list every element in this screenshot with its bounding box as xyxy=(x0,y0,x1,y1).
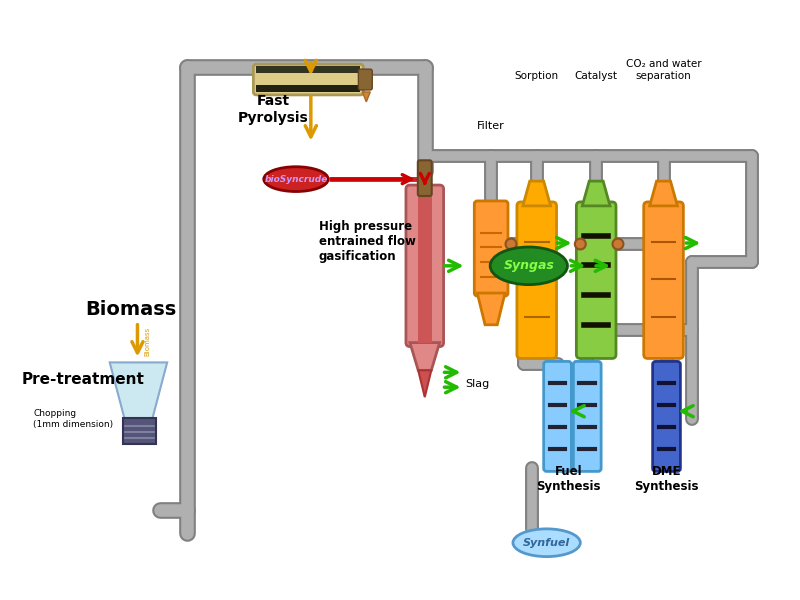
Ellipse shape xyxy=(264,167,328,191)
Polygon shape xyxy=(362,92,370,102)
Text: Biomass: Biomass xyxy=(85,300,176,319)
FancyBboxPatch shape xyxy=(358,69,372,90)
Text: Biomass: Biomass xyxy=(144,327,150,356)
Circle shape xyxy=(575,239,586,250)
Polygon shape xyxy=(582,181,610,206)
Text: Pre-treatment: Pre-treatment xyxy=(22,372,145,387)
FancyBboxPatch shape xyxy=(122,418,156,443)
Ellipse shape xyxy=(513,529,580,557)
FancyBboxPatch shape xyxy=(544,361,571,472)
FancyBboxPatch shape xyxy=(574,361,601,472)
Circle shape xyxy=(613,239,623,250)
Text: Catalyst: Catalyst xyxy=(574,71,618,81)
FancyBboxPatch shape xyxy=(418,189,432,343)
Ellipse shape xyxy=(490,247,567,284)
Text: High pressure
entrained flow
gasification: High pressure entrained flow gasificatio… xyxy=(318,220,416,263)
FancyBboxPatch shape xyxy=(653,361,680,472)
Text: bioSyncrude: bioSyncrude xyxy=(264,175,328,184)
Text: DME
Synthesis: DME Synthesis xyxy=(634,465,698,493)
Text: Slag: Slag xyxy=(466,379,490,389)
Text: Chopping
(1mm dimension): Chopping (1mm dimension) xyxy=(34,409,114,429)
FancyBboxPatch shape xyxy=(576,202,616,358)
Polygon shape xyxy=(650,181,678,206)
Text: Syngas: Syngas xyxy=(503,259,554,272)
Polygon shape xyxy=(410,343,440,370)
FancyBboxPatch shape xyxy=(256,85,360,92)
Polygon shape xyxy=(110,362,167,419)
Polygon shape xyxy=(523,181,550,206)
FancyBboxPatch shape xyxy=(406,185,443,347)
Polygon shape xyxy=(418,370,431,397)
Text: Sorption: Sorption xyxy=(514,71,558,81)
FancyBboxPatch shape xyxy=(254,64,363,95)
Text: Fast
Pyrolysis: Fast Pyrolysis xyxy=(238,94,309,125)
Text: Synfuel: Synfuel xyxy=(523,538,570,548)
FancyBboxPatch shape xyxy=(474,201,508,296)
FancyBboxPatch shape xyxy=(517,202,557,358)
Circle shape xyxy=(506,239,517,250)
Text: Filter: Filter xyxy=(478,121,505,131)
Polygon shape xyxy=(478,293,505,325)
Text: CO₂ and water
separation: CO₂ and water separation xyxy=(626,59,702,81)
FancyBboxPatch shape xyxy=(418,160,432,196)
FancyBboxPatch shape xyxy=(256,66,360,73)
FancyBboxPatch shape xyxy=(644,202,683,358)
Text: Fuel
Synthesis: Fuel Synthesis xyxy=(536,465,601,493)
